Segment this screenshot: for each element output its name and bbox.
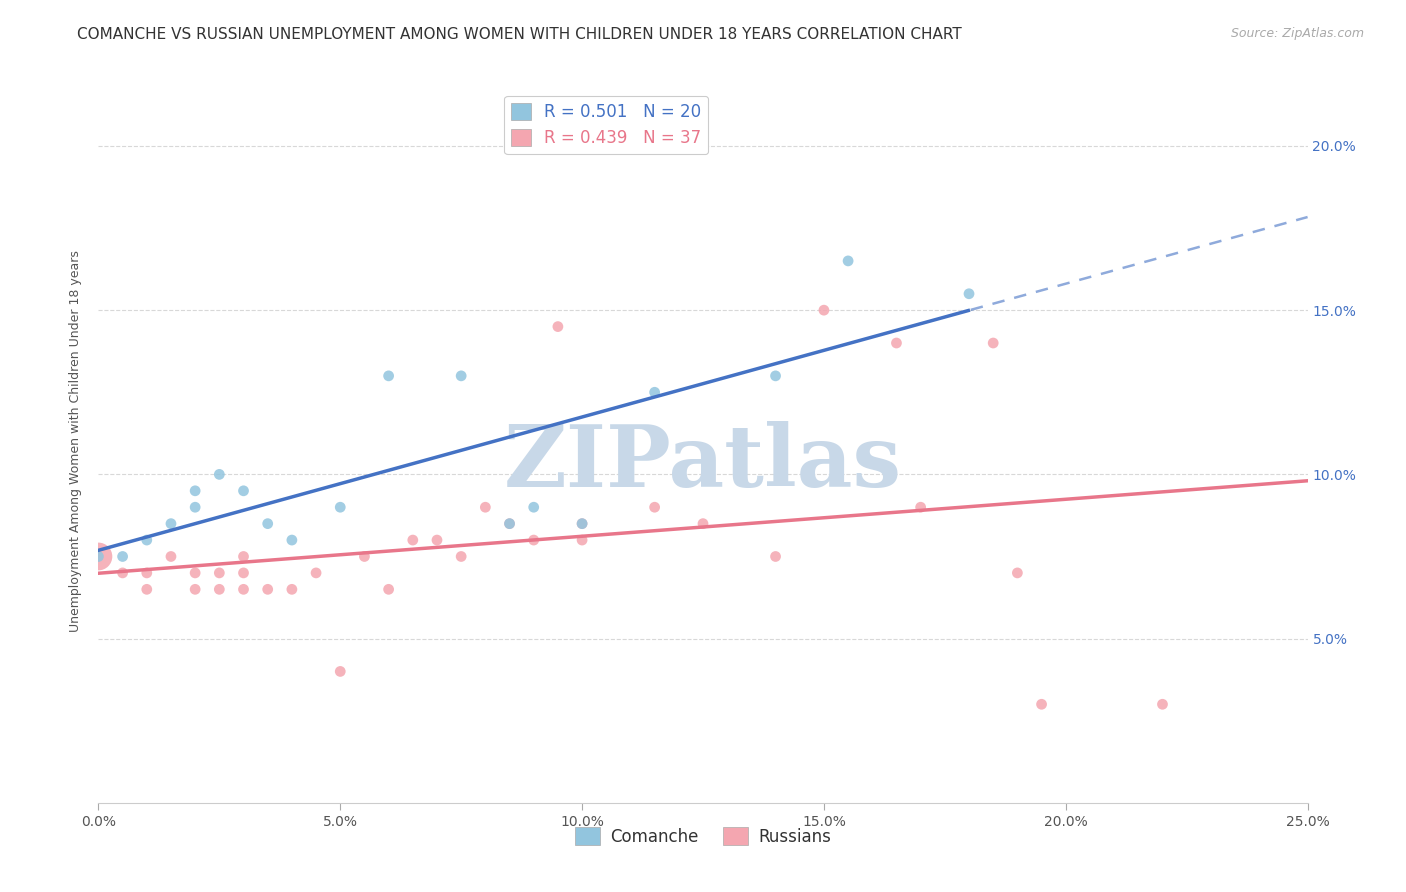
Point bbox=[644, 500, 666, 515]
Point bbox=[957, 286, 980, 301]
Point bbox=[87, 549, 110, 564]
Point bbox=[160, 549, 183, 564]
Text: Source: ZipAtlas.com: Source: ZipAtlas.com bbox=[1230, 27, 1364, 40]
Point bbox=[547, 319, 569, 334]
Point bbox=[281, 582, 304, 597]
Point bbox=[87, 549, 110, 564]
Point bbox=[1007, 566, 1029, 580]
Point bbox=[353, 549, 375, 564]
Point bbox=[377, 582, 399, 597]
Point bbox=[523, 533, 546, 547]
Point bbox=[135, 582, 157, 597]
Point bbox=[402, 533, 425, 547]
Point bbox=[498, 516, 520, 531]
Point bbox=[910, 500, 932, 515]
Legend: Comanche, Russians: Comanche, Russians bbox=[568, 821, 838, 852]
Point bbox=[184, 500, 207, 515]
Point bbox=[813, 303, 835, 318]
Point bbox=[232, 549, 254, 564]
Point bbox=[135, 533, 157, 547]
Point bbox=[450, 368, 472, 383]
Point bbox=[111, 566, 134, 580]
Point bbox=[523, 500, 546, 515]
Point bbox=[765, 368, 787, 383]
Point bbox=[886, 336, 908, 351]
Point bbox=[450, 549, 472, 564]
Point bbox=[765, 549, 787, 564]
Point bbox=[256, 582, 278, 597]
Point bbox=[208, 467, 231, 482]
Point bbox=[571, 533, 593, 547]
Point bbox=[329, 665, 352, 679]
Point bbox=[837, 253, 859, 268]
Point bbox=[208, 566, 231, 580]
Point bbox=[184, 483, 207, 498]
Point bbox=[184, 582, 207, 597]
Point bbox=[571, 516, 593, 531]
Point bbox=[474, 500, 496, 515]
Point bbox=[305, 566, 328, 580]
Y-axis label: Unemployment Among Women with Children Under 18 years: Unemployment Among Women with Children U… bbox=[69, 251, 83, 632]
Point bbox=[644, 385, 666, 400]
Point bbox=[426, 533, 449, 547]
Point bbox=[256, 516, 278, 531]
Text: ZIPatlas: ZIPatlas bbox=[503, 421, 903, 505]
Point bbox=[1031, 698, 1053, 712]
Text: COMANCHE VS RUSSIAN UNEMPLOYMENT AMONG WOMEN WITH CHILDREN UNDER 18 YEARS CORREL: COMANCHE VS RUSSIAN UNEMPLOYMENT AMONG W… bbox=[77, 27, 962, 42]
Point bbox=[498, 516, 520, 531]
Point bbox=[184, 566, 207, 580]
Point bbox=[232, 582, 254, 597]
Point bbox=[208, 582, 231, 597]
Point bbox=[692, 516, 714, 531]
Point bbox=[232, 483, 254, 498]
Point bbox=[111, 549, 134, 564]
Point bbox=[377, 368, 399, 383]
Point bbox=[281, 533, 304, 547]
Point bbox=[571, 516, 593, 531]
Point bbox=[329, 500, 352, 515]
Point bbox=[1152, 698, 1174, 712]
Point bbox=[135, 566, 157, 580]
Point bbox=[160, 516, 183, 531]
Point bbox=[981, 336, 1004, 351]
Point bbox=[232, 566, 254, 580]
